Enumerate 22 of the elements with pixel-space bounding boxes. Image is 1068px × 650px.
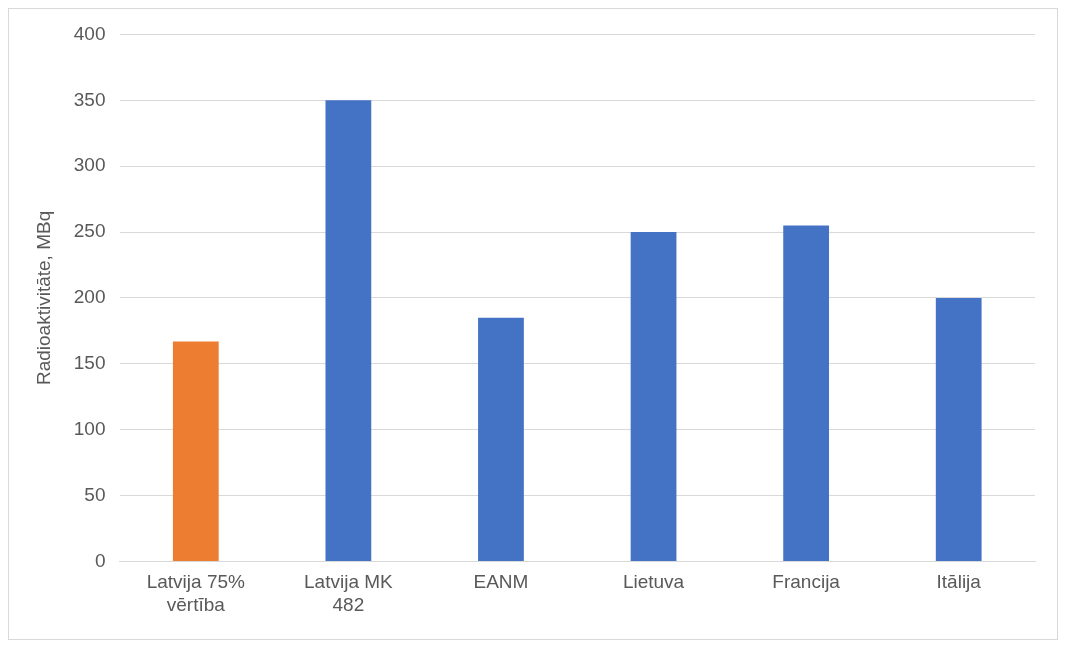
y-tick-label: 200 xyxy=(73,286,106,308)
x-tick-label: Francija xyxy=(772,571,841,593)
bar xyxy=(172,341,219,561)
y-tick-label: 300 xyxy=(73,154,106,176)
bar xyxy=(783,225,830,561)
bar xyxy=(325,100,372,561)
y-axis-title: Radioaktivitāte, MBq xyxy=(32,210,54,386)
bar xyxy=(630,232,677,561)
x-tick-label: Itālija xyxy=(936,571,982,593)
y-tick-label: 50 xyxy=(84,483,106,505)
bar xyxy=(935,297,982,561)
y-tick-label: 0 xyxy=(94,549,106,571)
y-tick-label: 150 xyxy=(73,352,106,374)
y-tick-label: 350 xyxy=(73,88,106,110)
x-tick-label: Lietuva xyxy=(622,571,685,593)
y-tick-label: 400 xyxy=(73,22,106,44)
bar xyxy=(478,317,524,561)
y-tick-label: 250 xyxy=(73,220,106,242)
y-tick-label: 100 xyxy=(73,417,106,439)
x-tick-label: EANM xyxy=(473,571,529,593)
x-tick-label: Latvija MK 482 xyxy=(304,571,394,615)
x-tick-label: Latvija 75% vērtība xyxy=(146,571,246,615)
